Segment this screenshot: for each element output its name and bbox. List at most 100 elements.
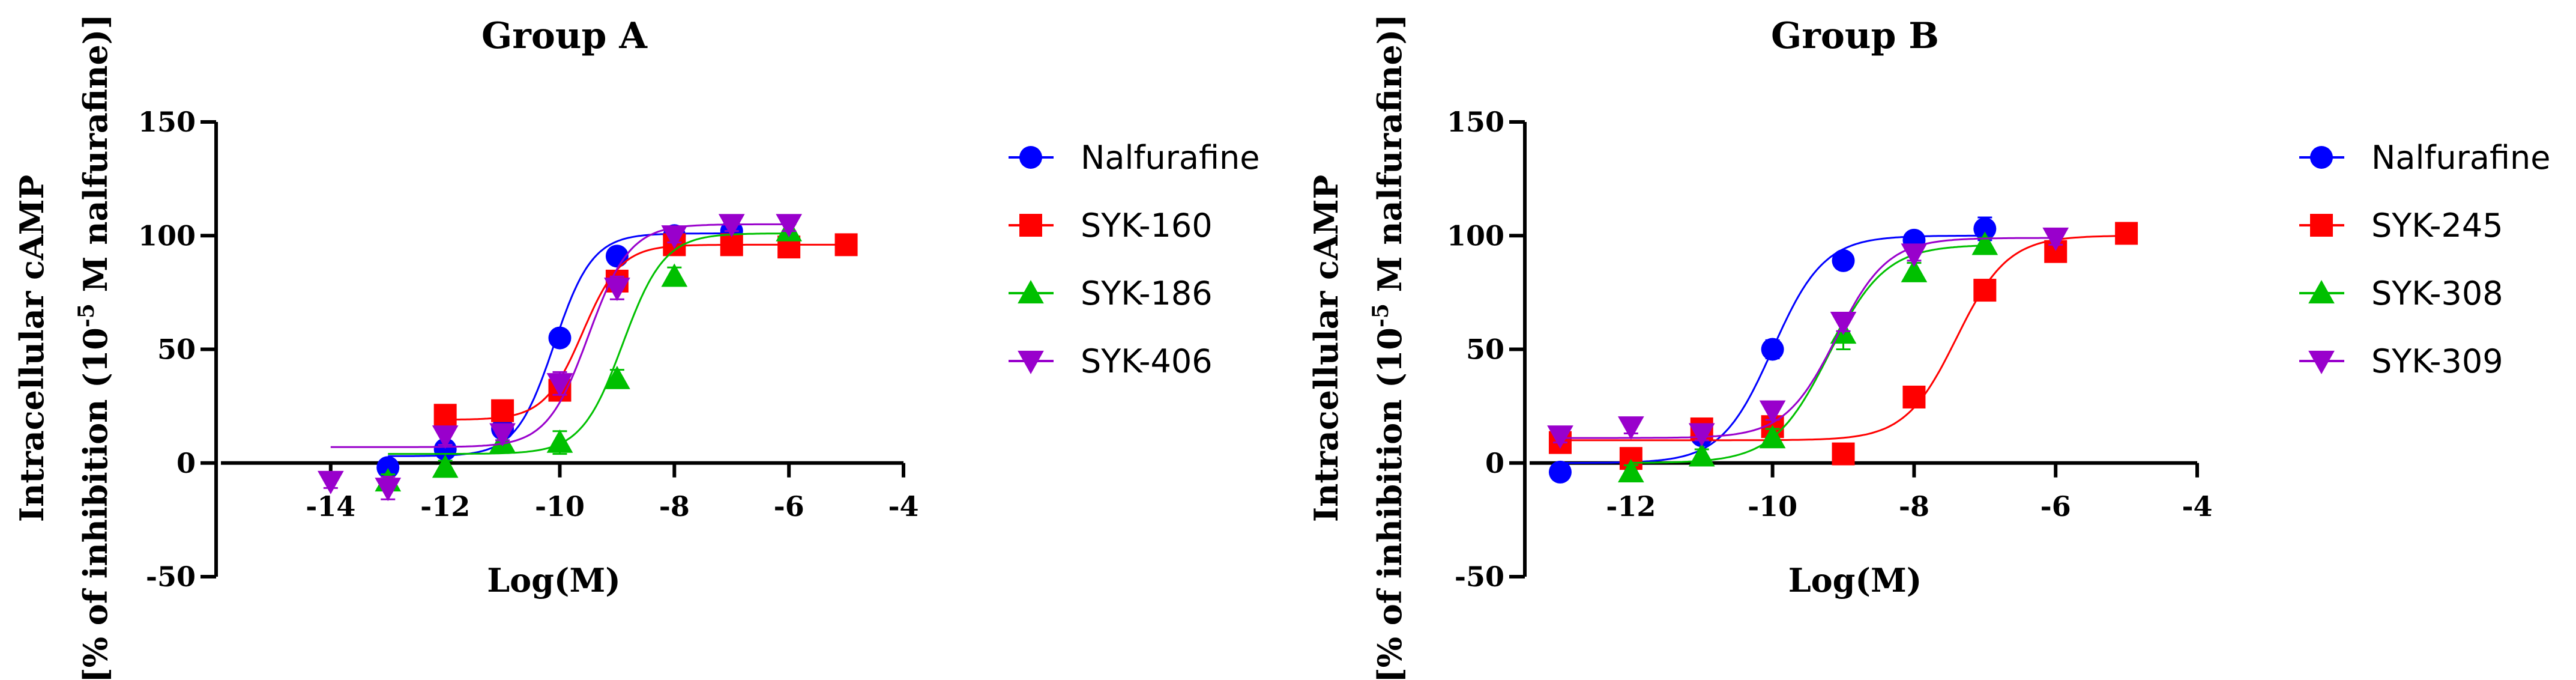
data-point xyxy=(432,425,459,449)
y-tick-label: -50 xyxy=(1455,560,1504,593)
data-point xyxy=(489,423,516,447)
data-point xyxy=(1973,279,1997,302)
x-axis-label: Log(M) xyxy=(1788,561,1922,600)
data-point xyxy=(605,244,629,268)
fit-curve xyxy=(1560,237,2056,439)
y-tick-label: 100 xyxy=(1447,219,1504,252)
x-tick-label: -4 xyxy=(2182,490,2212,523)
data-point xyxy=(548,326,572,350)
data-point xyxy=(1759,425,1786,449)
data-point xyxy=(604,278,630,302)
data-point xyxy=(1973,217,1997,240)
x-tick-label: -12 xyxy=(1606,490,1656,523)
data-point xyxy=(433,404,457,427)
y-axis-label-line2-post: M nalfurafine)] xyxy=(1371,14,1409,303)
x-tick-label: -10 xyxy=(1748,490,1797,523)
legend-item: Nalfurafine xyxy=(2299,139,2550,177)
fit-curve xyxy=(388,232,789,455)
legend-marker xyxy=(2308,280,2335,304)
y-axis-label-line2-post: M nalfurafine)] xyxy=(76,14,115,303)
x-tick-label: -6 xyxy=(2041,490,2071,523)
x-tick-label: -10 xyxy=(535,490,585,523)
x-axis-label: Log(M) xyxy=(487,561,621,600)
data-point xyxy=(432,454,459,478)
data-point xyxy=(1971,231,1998,255)
legend-label: SYK-160 xyxy=(1081,207,1213,244)
data-point xyxy=(834,233,858,257)
legend-item: SYK-406 xyxy=(1009,342,1213,380)
legend-label: SYK-309 xyxy=(2371,342,2503,380)
y-axis-label-line2: [% of inhibition (10-5 M nalfurafine)] xyxy=(1368,14,1409,680)
legend-item: SYK-186 xyxy=(1009,275,1213,312)
legend-item: Nalfurafine xyxy=(1009,139,1259,177)
data-point xyxy=(1688,443,1715,467)
series-syk-160 xyxy=(433,233,858,427)
data-point xyxy=(546,429,573,453)
legend-label: Nalfurafine xyxy=(2371,139,2550,177)
y-axis-label-line1: Intracellular cAMP xyxy=(13,175,51,522)
y-axis-label-line2-pre: [% of inhibition (10 xyxy=(1371,327,1409,680)
data-point xyxy=(1901,258,1928,282)
x-tick-label: -14 xyxy=(306,490,355,523)
data-point xyxy=(491,399,514,422)
fit-curve xyxy=(330,223,789,448)
legend-item: SYK-245 xyxy=(2299,207,2503,244)
data-point xyxy=(1902,385,1926,408)
legend-marker xyxy=(1018,350,1044,374)
panel-group-b: Group B -50 0 50 100 150 -12 -10 -8 -6 -4 Log(M) Int… xyxy=(1307,14,2550,680)
y-axis-label-line1: Intracellular cAMP xyxy=(1307,175,1345,522)
x-tick-label: -12 xyxy=(420,490,470,523)
y-tick-label: -50 xyxy=(146,560,196,593)
y-tick-label: 50 xyxy=(157,333,196,366)
legend-marker xyxy=(1019,214,1042,237)
y-axis-label-line2: [% of inhibition (10-5 M nalfurafine)] xyxy=(74,14,115,680)
data-point xyxy=(376,456,400,479)
data-point xyxy=(661,263,688,287)
y-tick-label: 0 xyxy=(1485,447,1504,479)
panel-group-a: Group A -50 0 50 100 150 -14 -12 -10 -8 -6 -4 Log(M)… xyxy=(13,14,1259,680)
legend-label: SYK-406 xyxy=(1081,342,1213,380)
series-syk-245 xyxy=(1548,222,2138,470)
series-syk-309 xyxy=(1547,227,2069,449)
data-point xyxy=(1761,338,1784,361)
data-point xyxy=(1759,400,1786,424)
legend-marker xyxy=(2310,214,2333,237)
x-tick-label: -8 xyxy=(659,490,690,523)
x-tick-label: -8 xyxy=(1899,490,1929,523)
legend-item: SYK-309 xyxy=(2299,342,2503,380)
fit-curve xyxy=(1560,235,2127,442)
legend-item: SYK-160 xyxy=(1009,207,1213,244)
legend-marker xyxy=(2308,350,2335,374)
data-point xyxy=(1832,442,1855,466)
data-point xyxy=(776,214,803,238)
chart-title: Group A xyxy=(481,15,648,57)
y-tick-label: 100 xyxy=(138,219,196,252)
legend-label: SYK-308 xyxy=(2371,275,2503,312)
y-axis-label-line2-pre: [% of inhibition (10 xyxy=(76,327,115,680)
data-point xyxy=(1688,423,1715,447)
data-point xyxy=(375,478,402,502)
data-point xyxy=(1547,425,1573,449)
series-syk-406 xyxy=(317,214,803,502)
y-axis-label-superscript: -5 xyxy=(74,303,99,327)
series-syk-308 xyxy=(1617,231,1998,482)
data-point xyxy=(1832,249,1855,272)
legend-marker xyxy=(2310,146,2333,169)
fit-curve xyxy=(1630,244,1985,464)
fit-curve xyxy=(445,243,846,421)
data-point xyxy=(433,438,457,461)
data-point xyxy=(317,470,344,494)
data-point xyxy=(718,214,745,238)
data-point xyxy=(2115,222,2138,245)
data-point xyxy=(604,365,630,389)
x-tick-label: -4 xyxy=(888,490,918,523)
data-point xyxy=(1548,460,1572,484)
legend-label: SYK-186 xyxy=(1081,275,1213,312)
y-tick-label: 0 xyxy=(176,447,196,479)
chart-title: Group B xyxy=(1771,15,1939,57)
x-tick-label: -6 xyxy=(774,490,804,523)
data-point xyxy=(1901,243,1928,267)
data-point xyxy=(546,373,573,397)
y-axis-label-superscript: -5 xyxy=(1368,303,1393,327)
